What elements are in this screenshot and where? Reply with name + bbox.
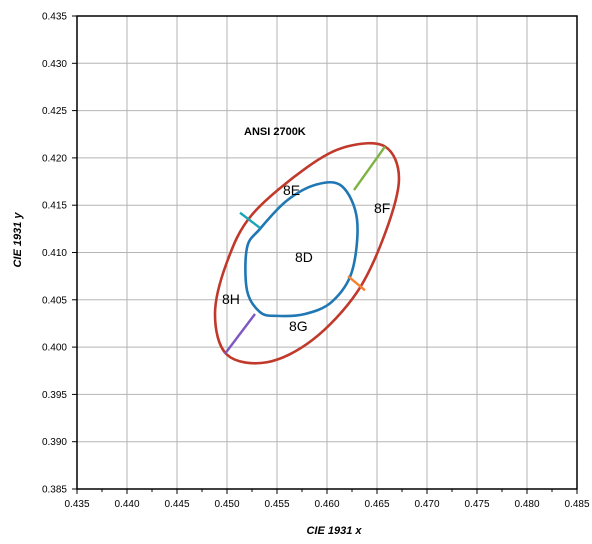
quadrant-divider [224,313,256,355]
y-tick-label: 0.390 [42,437,67,448]
x-tick-label: 0.440 [114,499,139,510]
x-tick-label: 0.450 [214,499,239,510]
quadrant-divider [239,211,261,229]
x-tick-label: 0.460 [314,499,339,510]
outer-ellipse-ansi-2700k [213,141,401,365]
region-label-8h: 8H [222,291,240,307]
inner-ellipse-8d [244,180,359,318]
y-tick-label: 0.435 [42,12,67,23]
y-tick-label: 0.415 [42,201,67,212]
grid [77,16,577,489]
region-label-8d: 8D [295,249,313,265]
x-tick-label: 0.435 [64,499,89,510]
x-axis-title: CIE 1931 x [306,525,362,537]
y-axis-title: CIE 1931 y [12,212,24,268]
x-tick-label: 0.455 [264,499,289,510]
axis-ticks: 0.435 0.440 0.445 0.450 0.455 0.460 0.465 0.470… [42,12,590,511]
y-tick-label: 0.400 [42,343,67,354]
y-tick-label: 0.395 [42,390,67,401]
region-label-8e: 8E [283,182,300,198]
y-tick-label: 0.385 [42,485,67,496]
series [213,141,401,365]
x-tick-label: 0.485 [564,499,589,510]
quadrant-divider [353,145,386,191]
x-tick-label: 0.465 [364,499,389,510]
annotation-ansi-2700k: ANSI 2700K [244,126,306,138]
y-tick-label: 0.425 [42,106,67,117]
region-label-8f: 8F [374,200,390,216]
region-label-8g: 8G [289,318,308,334]
quadrant-divider [347,275,366,292]
y-tick-label: 0.410 [42,248,67,259]
x-tick-label: 0.480 [514,499,539,510]
y-tick-label: 0.405 [42,295,67,306]
x-tick-label: 0.475 [464,499,489,510]
y-tick-label: 0.420 [42,153,67,164]
x-tick-label: 0.470 [414,499,439,510]
x-tick-label: 0.445 [164,499,189,510]
y-tick-label: 0.430 [42,59,67,70]
